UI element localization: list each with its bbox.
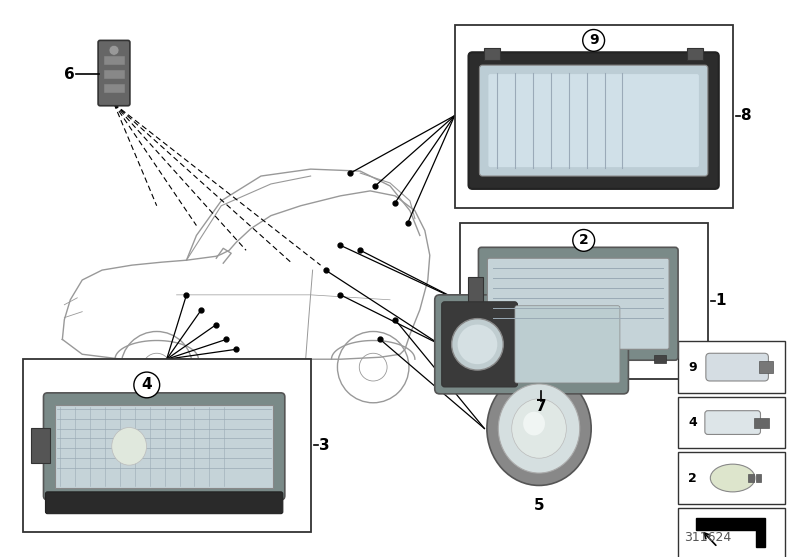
- Text: 4: 4: [142, 377, 152, 393]
- FancyBboxPatch shape: [706, 353, 769, 381]
- Ellipse shape: [498, 384, 580, 473]
- Ellipse shape: [112, 427, 146, 465]
- Bar: [454, 25, 733, 208]
- Ellipse shape: [512, 399, 566, 458]
- Bar: [678, 397, 786, 449]
- FancyBboxPatch shape: [759, 361, 774, 373]
- FancyBboxPatch shape: [487, 258, 669, 349]
- Bar: [678, 342, 786, 393]
- FancyBboxPatch shape: [98, 40, 130, 106]
- FancyBboxPatch shape: [43, 393, 285, 500]
- FancyBboxPatch shape: [469, 52, 718, 189]
- FancyBboxPatch shape: [30, 427, 50, 463]
- Bar: [22, 359, 310, 533]
- Bar: [459, 222, 708, 379]
- FancyBboxPatch shape: [467, 277, 483, 326]
- Text: 5: 5: [534, 498, 544, 513]
- FancyBboxPatch shape: [478, 248, 678, 360]
- Circle shape: [458, 325, 498, 364]
- Ellipse shape: [487, 372, 591, 486]
- Circle shape: [573, 230, 594, 251]
- Text: 8: 8: [741, 108, 751, 123]
- FancyBboxPatch shape: [687, 48, 703, 60]
- Text: 1: 1: [716, 293, 726, 309]
- FancyBboxPatch shape: [104, 70, 124, 78]
- Polygon shape: [696, 517, 766, 547]
- Bar: [678, 452, 786, 504]
- Text: 4: 4: [688, 416, 697, 429]
- FancyBboxPatch shape: [46, 492, 283, 514]
- Text: 9: 9: [688, 361, 697, 374]
- Text: 6: 6: [63, 67, 74, 82]
- Bar: [490, 355, 502, 363]
- FancyBboxPatch shape: [104, 84, 124, 92]
- Circle shape: [582, 30, 605, 52]
- FancyBboxPatch shape: [488, 74, 699, 167]
- Text: 3: 3: [318, 438, 329, 453]
- Bar: [572, 355, 584, 363]
- Text: 7: 7: [536, 399, 546, 414]
- FancyBboxPatch shape: [515, 306, 620, 383]
- Text: 311624: 311624: [684, 531, 731, 544]
- Bar: [678, 508, 786, 559]
- FancyBboxPatch shape: [705, 410, 761, 435]
- Text: 2: 2: [688, 472, 697, 484]
- Circle shape: [452, 319, 503, 370]
- FancyBboxPatch shape: [104, 56, 124, 64]
- FancyBboxPatch shape: [479, 65, 708, 176]
- FancyBboxPatch shape: [55, 405, 273, 488]
- Ellipse shape: [523, 412, 545, 436]
- Bar: [755, 474, 762, 482]
- Bar: [747, 474, 754, 482]
- Text: 9: 9: [589, 34, 598, 48]
- FancyBboxPatch shape: [442, 302, 518, 387]
- Ellipse shape: [710, 464, 755, 492]
- Circle shape: [109, 45, 119, 55]
- FancyBboxPatch shape: [485, 48, 500, 60]
- Text: 2: 2: [579, 234, 589, 248]
- FancyBboxPatch shape: [754, 418, 770, 427]
- Bar: [654, 355, 666, 363]
- Circle shape: [134, 372, 160, 398]
- FancyBboxPatch shape: [434, 295, 629, 394]
